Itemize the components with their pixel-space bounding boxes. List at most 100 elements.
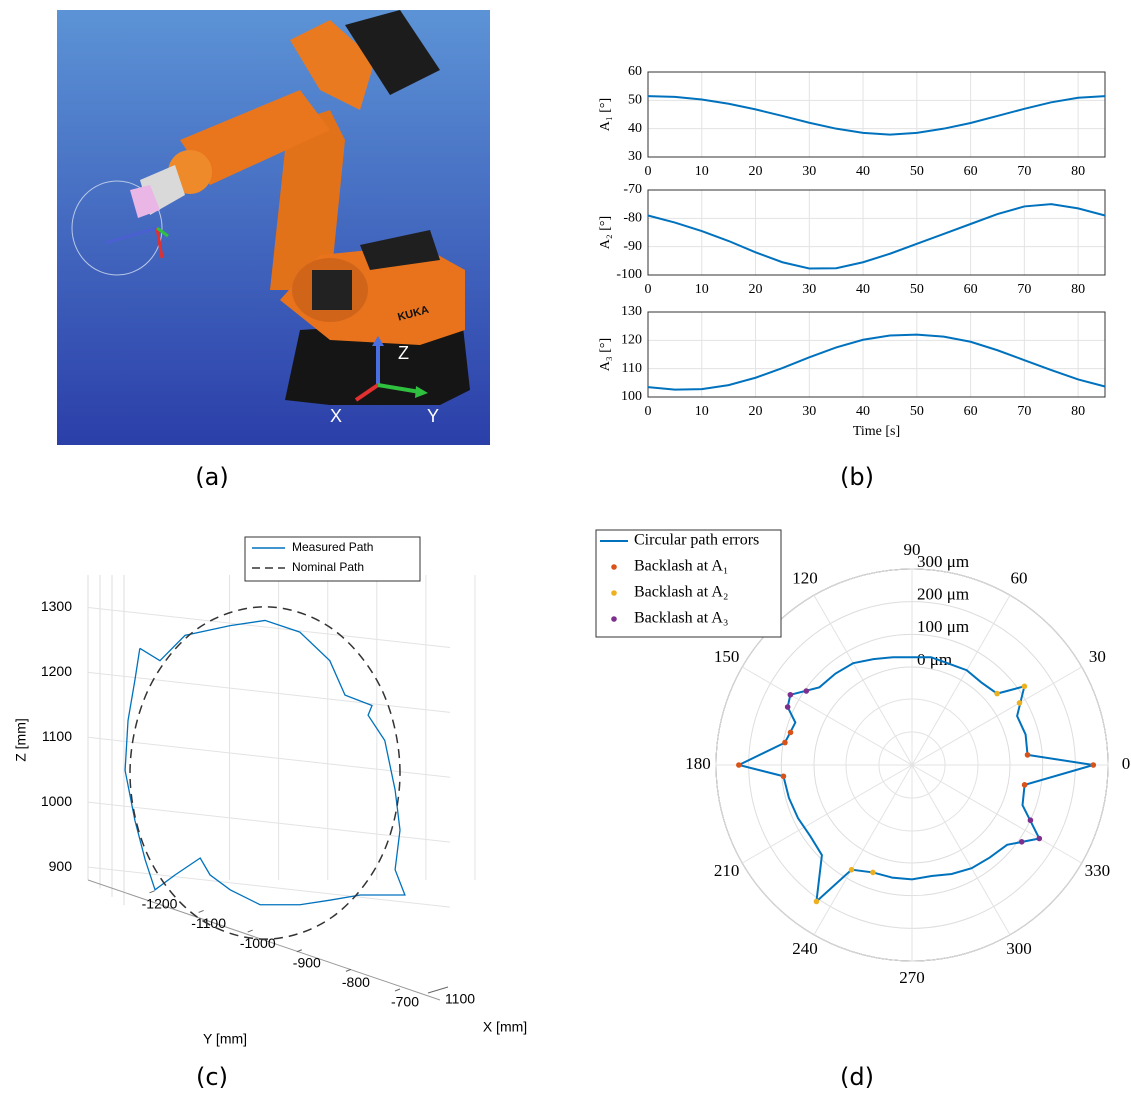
data-point (785, 704, 791, 710)
tick-mark (248, 930, 253, 932)
x-tick-label: 30 (802, 404, 816, 419)
y-tick-label: 1200 (41, 663, 72, 679)
plot-area (648, 190, 1105, 275)
theta-tick-label: 0 (1122, 754, 1131, 773)
tick-mark (346, 969, 351, 971)
z-tick-label: 1100 (445, 991, 475, 1007)
data-point (1019, 839, 1025, 845)
legend-label: Backlash at A₃ (634, 610, 728, 627)
x-tick-label: -800 (342, 974, 370, 990)
x-tick-label: 60 (964, 164, 978, 179)
caption: (d) (840, 1063, 874, 1091)
r-tick-label: 300 μm (917, 552, 969, 571)
legend-swatch (611, 616, 617, 622)
grid-line (88, 737, 450, 777)
x-tick-label: 30 (802, 164, 816, 179)
y-tick-label: 50 (628, 93, 642, 108)
y-tick-label: 1100 (42, 728, 72, 744)
plot-area (648, 312, 1105, 397)
x-tick-label: 10 (695, 164, 709, 179)
y-axis-label: Z [mm] (13, 718, 29, 762)
theta-tick-label: 180 (685, 754, 711, 773)
plot-area (648, 72, 1105, 157)
data-point (870, 870, 876, 876)
data-line (125, 620, 405, 904)
x-tick-label: 50 (910, 164, 924, 179)
y-tick-label: 60 (628, 64, 642, 79)
y-tick-label: -70 (623, 182, 642, 197)
data-point (804, 688, 810, 694)
y-tick-label: -100 (616, 267, 642, 282)
robot-image: KUKA Z X Y (57, 10, 490, 445)
axis-label: Y (427, 406, 439, 426)
y-tick-label: 40 (628, 121, 642, 136)
theta-tick-label: 330 (1085, 861, 1111, 880)
axis-label: X (330, 406, 342, 426)
grid-line (88, 802, 450, 842)
theta-tick-label: 120 (792, 569, 818, 588)
caption: (a) (195, 463, 228, 491)
data-point (788, 730, 794, 736)
theta-tick-label: 150 (714, 647, 740, 666)
x-tick-label: -700 (391, 994, 419, 1010)
legend-label: Backlash at A₁ (634, 558, 728, 575)
theta-tick-label: 210 (714, 861, 740, 880)
y-tick-label: 110 (622, 361, 642, 376)
figure: KUKA Z X Y (a) (b) (c) (d) 0 10 20 30 40 50 60… (0, 0, 1131, 1095)
x-tick-label: 70 (1017, 404, 1031, 419)
theta-tick-label: 300 (1006, 939, 1032, 958)
data-point (1037, 836, 1043, 842)
y-tick-label: -90 (623, 239, 642, 254)
x-tick-label: 0 (645, 164, 652, 179)
y-axis-label: A₁ [°] (598, 98, 613, 131)
y-tick-label: 900 (49, 858, 73, 874)
x-tick-label: 20 (749, 404, 763, 419)
r-tick-label: 200 μm (917, 585, 969, 604)
data-point (782, 740, 788, 746)
caption: (c) (196, 1063, 228, 1091)
theta-tick-label: 240 (792, 939, 818, 958)
r-tick-label: 100 μm (917, 617, 969, 636)
x-tick-label: -900 (293, 954, 321, 970)
tick-mark (395, 989, 400, 991)
z-axis-label: X [mm] (483, 1019, 527, 1035)
y-tick-label: 100 (621, 389, 642, 404)
data-point (994, 691, 1000, 697)
data-point (1022, 684, 1028, 690)
x-tick-label: 80 (1071, 404, 1085, 419)
x-tick-label: 0 (645, 404, 652, 419)
y-tick-label: 130 (621, 304, 642, 319)
data-point (1017, 700, 1023, 706)
x-tick-label: 70 (1017, 282, 1031, 297)
data-point (814, 899, 820, 905)
data-point (781, 773, 787, 779)
theta-tick-label: 270 (899, 968, 925, 987)
legend-label: Backlash at A₂ (634, 584, 728, 601)
tick-mark (150, 891, 155, 893)
x-tick-label: 60 (964, 282, 978, 297)
grid-line (88, 607, 450, 647)
legend-swatch (611, 590, 617, 596)
data-point (1025, 752, 1031, 758)
x-tick-label: 20 (749, 282, 763, 297)
data-line (130, 607, 400, 939)
theta-tick-label: 60 (1011, 569, 1028, 588)
x-tick-label: 20 (749, 164, 763, 179)
y-tick-label: 1300 (41, 598, 72, 614)
legend-label: Measured Path (292, 540, 373, 554)
caption: (b) (840, 463, 874, 491)
x-tick-label: -1100 (191, 915, 226, 931)
y-tick-label: 120 (621, 333, 642, 348)
tick-mark (199, 910, 204, 912)
x-tick-label: 40 (856, 164, 870, 179)
x-tick-label: 30 (802, 282, 816, 297)
x-axis-label: Time [s] (853, 424, 900, 439)
x-tick-label: 60 (964, 404, 978, 419)
x-tick-label: 40 (856, 404, 870, 419)
y-tick-label: 1000 (41, 793, 72, 809)
data-point (1091, 762, 1097, 768)
x-tick-label: 70 (1017, 164, 1031, 179)
tick-mark (297, 950, 302, 952)
x-tick-label: 40 (856, 282, 870, 297)
theta-tick-label: 90 (904, 540, 921, 559)
